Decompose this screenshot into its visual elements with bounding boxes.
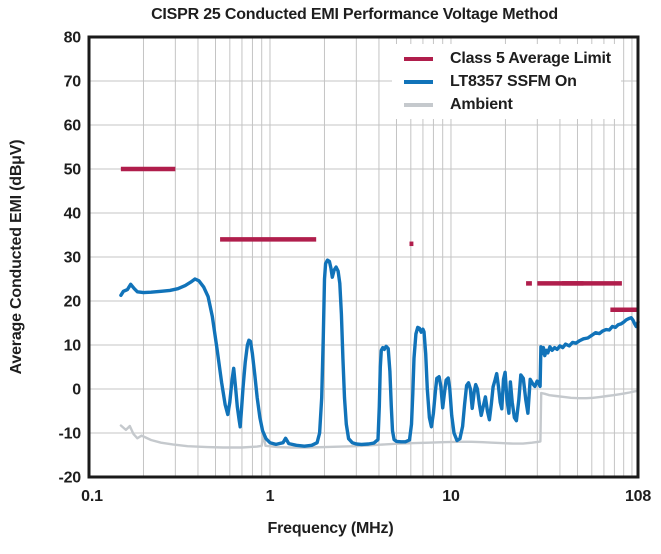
tick-labels: 0.1 1 10 108 -20 -10 0 10 20 30 40 50 60 70 80 xyxy=(58,30,651,506)
plot-frame xyxy=(87,35,640,479)
y-tick-label: 0 xyxy=(72,382,81,399)
y-tick-label: 80 xyxy=(64,30,82,47)
x-tick-label: 10 xyxy=(442,488,460,505)
chart-legend: Class 5 Average Limit LT8357 SSFM On Amb… xyxy=(392,44,621,119)
y-tick-label: 50 xyxy=(64,162,82,179)
series-ambient xyxy=(119,389,640,449)
y-axis-title: Average Conducted EMI (dBμV) xyxy=(8,139,25,375)
legend-label-lt8357-ssfm-on: LT8357 SSFM On xyxy=(450,72,577,90)
y-tick-label: 60 xyxy=(64,118,82,135)
y-tick-label: 40 xyxy=(64,206,82,223)
y-tick-label: -10 xyxy=(58,426,81,443)
legend-swatch-class5-average-limit xyxy=(404,56,433,61)
series-class5-limit xyxy=(120,166,638,313)
legend-item-lt8357-ssfm-on: LT8357 SSFM On xyxy=(404,70,611,93)
x-tick-label: 0.1 xyxy=(81,488,103,505)
legend-swatch-lt8357-ssfm-on xyxy=(404,79,433,84)
y-tick-label: 10 xyxy=(64,338,82,355)
chart-title: CISPR 25 Conducted EMI Performance Volta… xyxy=(151,6,558,23)
legend-swatch-ambient xyxy=(404,102,433,107)
y-tick-label: 20 xyxy=(64,294,82,311)
series-lt8357-ssfm-on xyxy=(119,258,640,448)
legend-label-class5-average-limit: Class 5 Average Limit xyxy=(450,49,611,67)
y-tick-label: 30 xyxy=(64,250,82,267)
legend-item-class5-average-limit: Class 5 Average Limit xyxy=(404,47,611,70)
legend-label-ambient: Ambient xyxy=(450,95,513,113)
y-tick-label: 70 xyxy=(64,74,82,91)
y-tick-label: -20 xyxy=(58,470,81,487)
x-tick-label: 1 xyxy=(266,488,275,505)
x-tick-label: 108 xyxy=(625,488,651,505)
legend-item-ambient: Ambient xyxy=(404,93,611,116)
x-axis-title: Frequency (MHz) xyxy=(267,520,394,537)
